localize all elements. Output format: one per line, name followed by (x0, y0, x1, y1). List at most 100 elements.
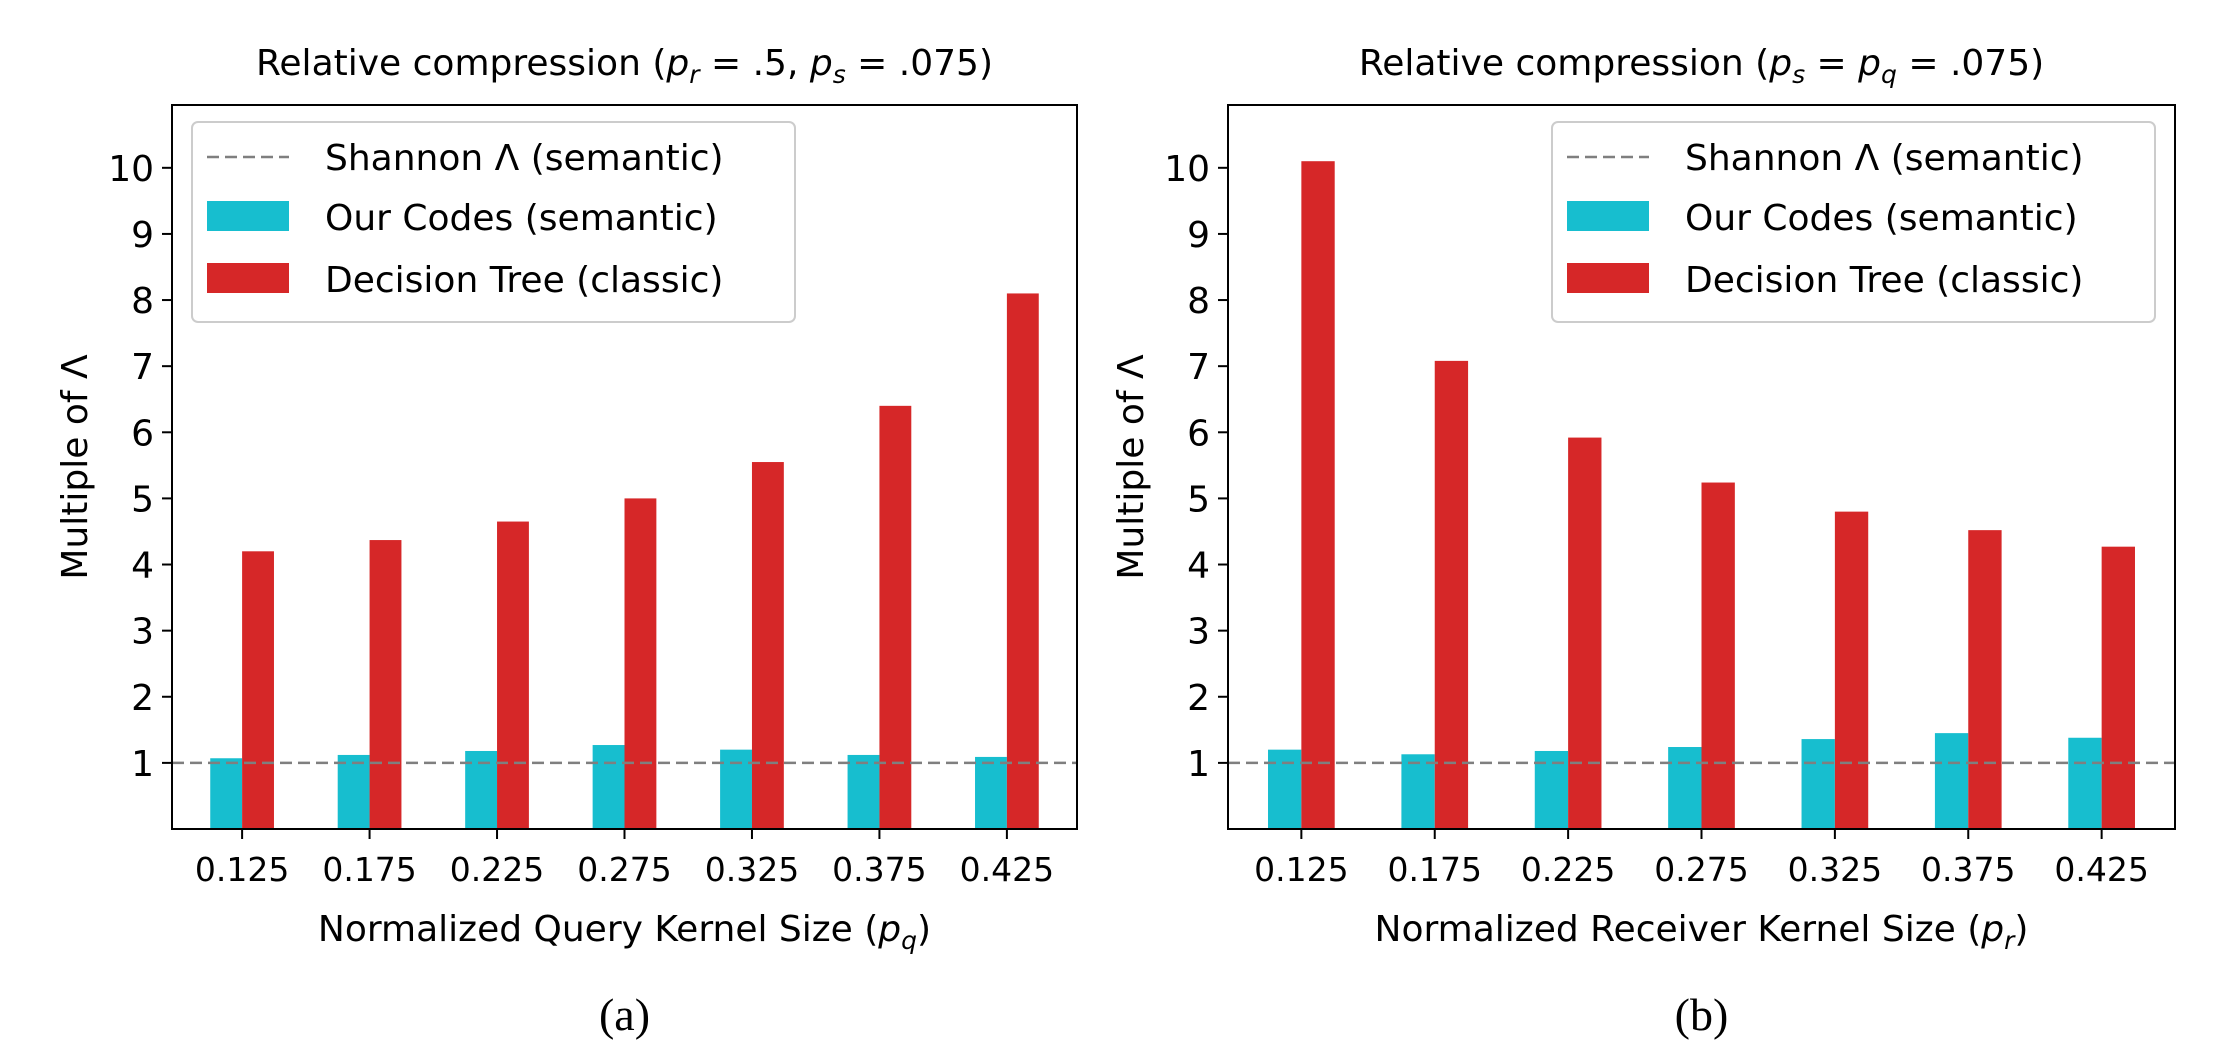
y-tick-label: 9 (131, 215, 154, 256)
legend-swatch-decision-tree (207, 263, 289, 293)
y-tick-label: 4 (131, 546, 154, 587)
x-axis-label-suffix: ) (2014, 909, 2028, 950)
legend-label-shannon: Shannon Λ (semantic) (325, 138, 724, 179)
chart-title-value: = .5 (700, 43, 787, 84)
y-tick-label: 10 (108, 149, 154, 190)
chart-title-subscript: s (1792, 60, 1805, 89)
x-tick-label: 0.125 (195, 850, 289, 889)
y-axis-label: Multiple of Λ (55, 354, 96, 580)
legend-label-decision-tree: Decision Tree (classic) (1685, 260, 2083, 301)
y-tick-label: 3 (1187, 612, 1210, 653)
bar-our-codes-0.125 (210, 758, 243, 829)
chart-title-equals: = (1805, 43, 1858, 84)
x-axis-label-text: Normalized Query Kernel Size ( (318, 909, 878, 950)
chart-title-subscript: s (833, 60, 846, 89)
legend-box (191, 121, 796, 323)
chart-panel-b: 0.125 0.175 0.225 0.275 0.325 0.375 0.425 1 2 3 4 5… (1111, 43, 2176, 1040)
y-tick-label: 1 (1187, 744, 1210, 785)
legend-label-shannon: Shannon Λ (semantic) (1685, 138, 2084, 179)
x-tick-label: 0.325 (705, 850, 799, 889)
bar-decision-tree-0.125 (242, 551, 274, 829)
chart-title-symbol: p (665, 43, 689, 84)
chart-title: Relative compression (ps = pq = .075) (1359, 43, 2044, 89)
x-axis-label-subscript: r (2004, 926, 2016, 955)
x-tick-label: 0.125 (1254, 850, 1348, 889)
legend: Shannon Λ (semantic) Our Codes (semantic)… (1551, 121, 2156, 323)
legend-label-decision-tree: Decision Tree (classic) (325, 260, 723, 301)
x-tick-label: 0.275 (1654, 850, 1748, 889)
plot-frame (1227, 104, 2176, 830)
bar-decision-tree-0.175 (369, 540, 402, 829)
bar-decision-tree-0.325 (751, 462, 784, 829)
bar-decision-tree-0.325 (1834, 511, 1869, 829)
y-tick-label: 6 (1187, 413, 1210, 454)
y-tick-label: 5 (1187, 479, 1210, 520)
chart-title: Relative compression (pr = .5, ps = .075… (256, 43, 993, 89)
plot-frame (171, 104, 1078, 830)
x-axis-label-suffix: ) (917, 909, 931, 950)
bar-decision-tree-0.175 (1434, 360, 1469, 829)
bar-decision-tree-0.425 (2101, 546, 2135, 829)
bar-our-codes-0.275 (1668, 747, 1702, 829)
legend-label-our-codes: Our Codes (semantic) (1685, 198, 2078, 239)
y-tick-label: 8 (1187, 281, 1210, 322)
chart-title-symbol: p (1857, 43, 1881, 84)
bar-decision-tree-0.275 (1701, 482, 1735, 829)
chart-title-subscript: q (1881, 60, 1897, 89)
x-tick-label: 0.425 (2054, 850, 2148, 889)
bar-decision-tree-0.225 (497, 521, 529, 829)
legend-swatch-decision-tree (1567, 263, 1649, 293)
bar-decision-tree-0.375 (879, 405, 912, 829)
y-tick-label: 9 (1187, 215, 1210, 256)
chart-title-value: = .075 (846, 43, 979, 84)
bar-decision-tree-0.225 (1568, 437, 1602, 829)
x-tick-label: 0.225 (1521, 850, 1615, 889)
panel-caption: (b) (1675, 989, 1729, 1040)
x-tick-label: 0.325 (1788, 850, 1882, 889)
y-tick-label: 7 (131, 347, 154, 388)
bar-our-codes-0.325 (1801, 739, 1835, 829)
bar-decision-tree-0.425 (1006, 293, 1039, 829)
x-tick-label: 0.425 (960, 850, 1054, 889)
y-tick-label: 10 (1164, 149, 1210, 190)
y-tick-label: 4 (1187, 546, 1210, 587)
y-tick-label: 2 (1187, 678, 1210, 719)
chart-title-text: Relative compression ( (256, 43, 666, 84)
chart-title-separator: , (787, 43, 810, 84)
y-tick-label: 1 (131, 744, 154, 785)
y-tick-label: 2 (131, 678, 154, 719)
x-tick-label: 0.375 (1921, 850, 2015, 889)
bar-decision-tree-0.275 (624, 498, 657, 829)
x-axis-label-subscript: q (901, 926, 917, 955)
chart-title-subscript: r (689, 60, 701, 89)
bar-our-codes-0.425 (975, 756, 1007, 829)
bar-our-codes-0.425 (2068, 737, 2102, 829)
y-axis-label: Multiple of Λ (1111, 354, 1152, 580)
bar-our-codes-0.175 (1401, 754, 1435, 829)
x-axis-label: Normalized Receiver Kernel Size (pr) (1375, 909, 2029, 955)
x-axis-label-symbol: p (877, 909, 901, 950)
y-tick-label: 3 (131, 612, 154, 653)
legend-box (1551, 121, 2156, 323)
bar-decision-tree-0.125 (1301, 161, 1335, 829)
y-tick-label: 7 (1187, 347, 1210, 388)
legend-swatch-our-codes (207, 201, 289, 231)
legend-label-our-codes: Our Codes (semantic) (325, 198, 718, 239)
x-tick-label: 0.175 (322, 850, 416, 889)
bar-our-codes-0.175 (337, 754, 370, 829)
x-tick-label: 0.175 (1387, 850, 1481, 889)
legend: Shannon Λ (semantic) Our Codes (semantic)… (191, 121, 796, 323)
chart-title-suffix: ) (979, 43, 993, 84)
x-axis-label-text: Normalized Receiver Kernel Size ( (1375, 909, 1982, 950)
x-axis-label-symbol: p (1980, 909, 2004, 950)
bar-decision-tree-0.375 (1968, 530, 2002, 829)
chart-title-symbol: p (809, 43, 833, 84)
x-tick-label: 0.225 (450, 850, 544, 889)
y-tick-label: 6 (131, 413, 154, 454)
legend-swatch-our-codes (1567, 201, 1649, 231)
chart-title-suffix: ) (2030, 43, 2044, 84)
y-tick-label: 8 (131, 281, 154, 322)
chart-title-text: Relative compression ( (1359, 43, 1769, 84)
panel-caption: (a) (599, 989, 650, 1040)
x-tick-label: 0.275 (577, 850, 671, 889)
